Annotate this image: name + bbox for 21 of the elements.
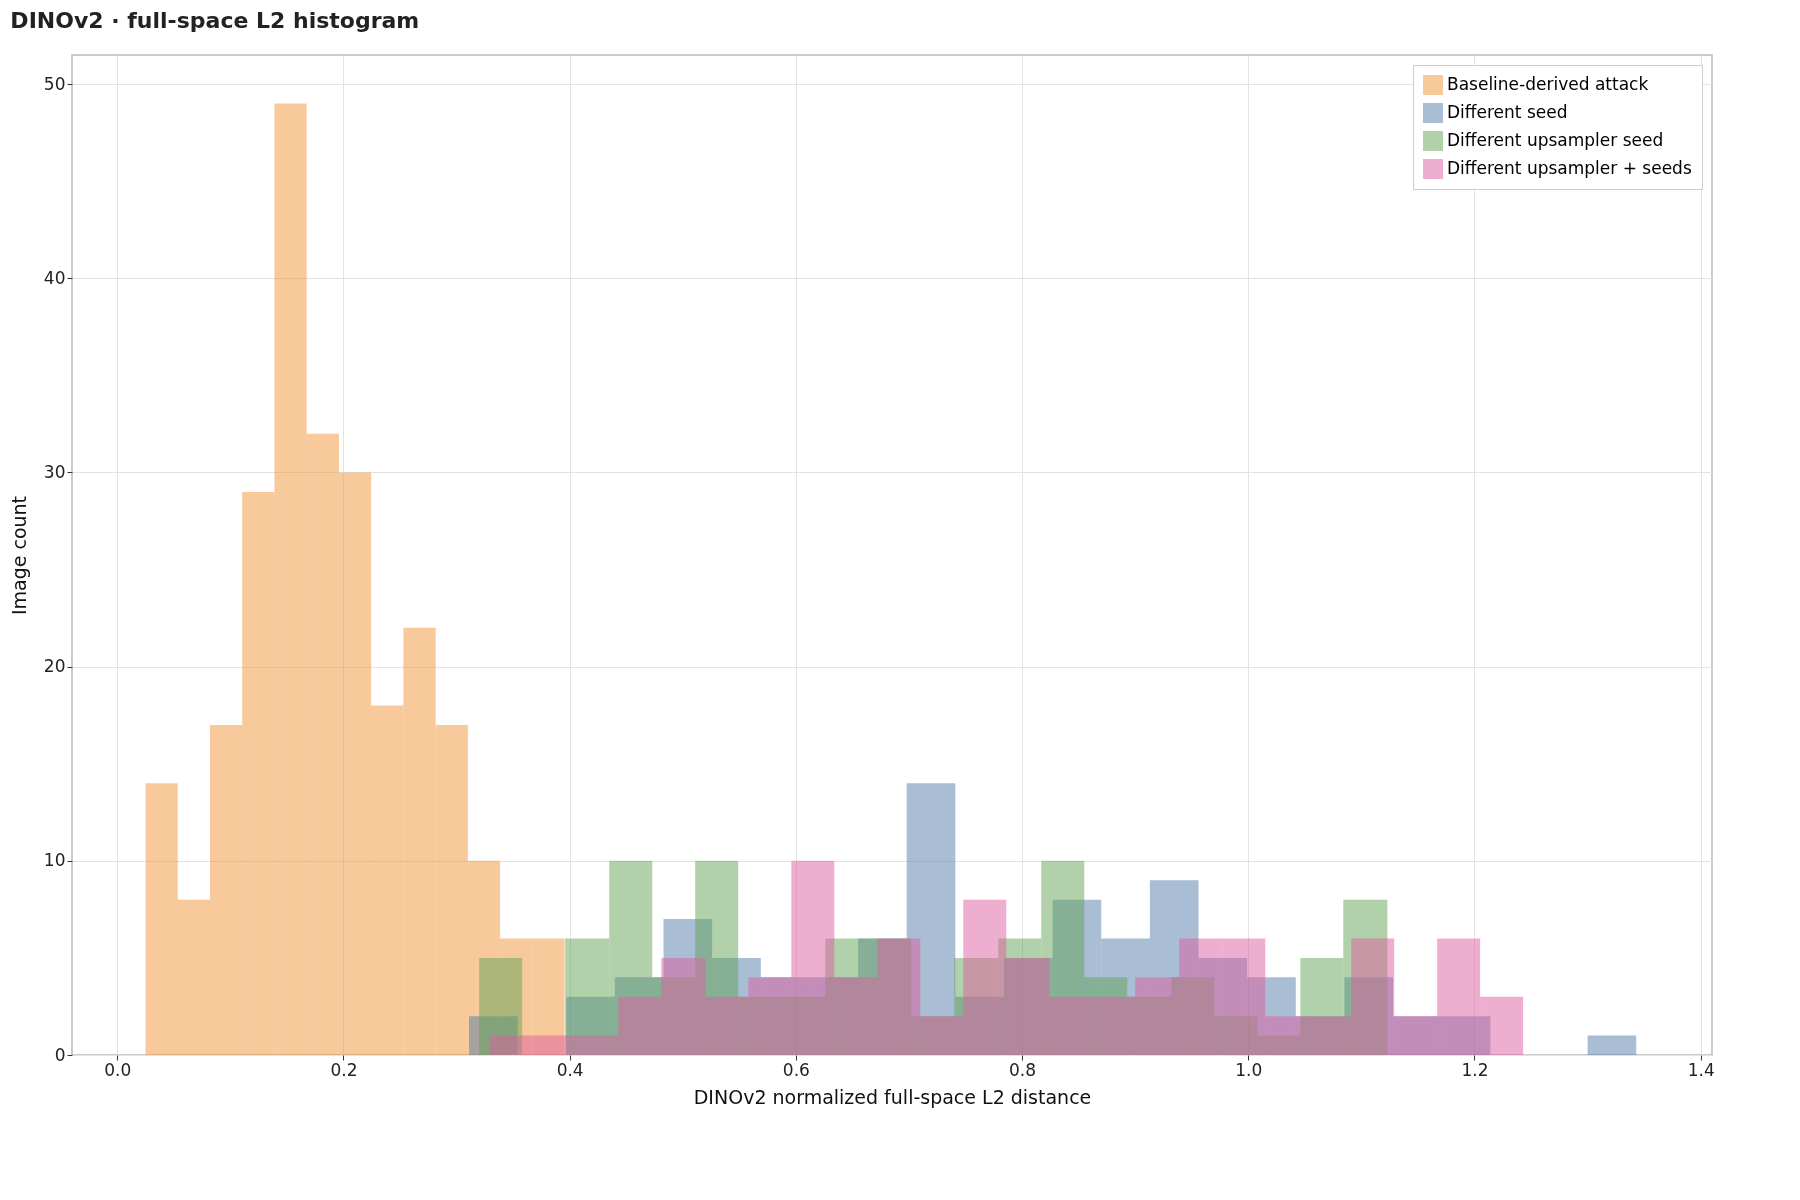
x-tick-label: 0.2 bbox=[330, 1059, 358, 1080]
y-tick-label: 0 bbox=[54, 1044, 66, 1065]
chart-title: DINOv2 · full-space L2 histogram bbox=[10, 8, 420, 33]
legend-label: Baseline-derived attack bbox=[1447, 74, 1649, 94]
x-tick-label: 0.6 bbox=[782, 1059, 810, 1080]
y-tick-label: 40 bbox=[43, 267, 66, 288]
x-tick-label: 0.8 bbox=[1009, 1059, 1037, 1080]
y-tick-label: 20 bbox=[43, 656, 66, 677]
x-tick-label: 0.4 bbox=[556, 1059, 584, 1080]
x-tick-label: 1.2 bbox=[1461, 1059, 1489, 1080]
x-tick-label: 1.4 bbox=[1687, 1059, 1715, 1080]
legend-label: Different upsampler seed bbox=[1447, 130, 1664, 150]
legend-label: Different seed bbox=[1447, 102, 1568, 122]
x-tick-label: 0.0 bbox=[104, 1059, 132, 1080]
y-axis-title: Image count bbox=[7, 495, 30, 616]
y-tick-label: 50 bbox=[43, 73, 66, 94]
legend-label: Different upsampler + seeds bbox=[1447, 158, 1692, 178]
y-tick-label: 30 bbox=[43, 461, 66, 482]
x-axis-title: DINOv2 normalized full-space L2 distance bbox=[693, 1085, 1092, 1108]
x-tick-label: 1.0 bbox=[1235, 1059, 1263, 1080]
y-tick-label: 10 bbox=[43, 850, 66, 871]
